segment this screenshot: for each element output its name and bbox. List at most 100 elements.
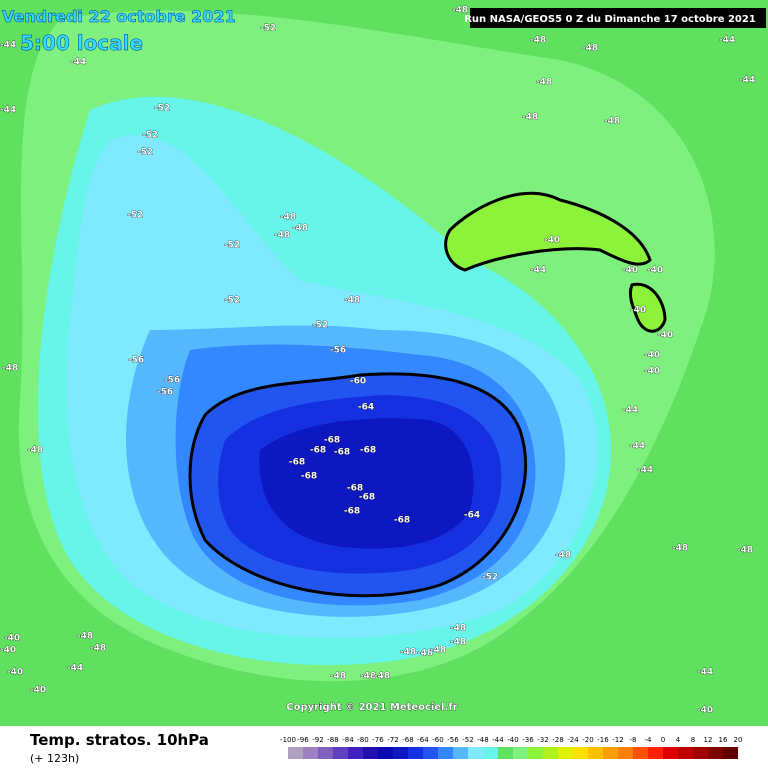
contour-label: -48 xyxy=(522,113,538,123)
colorbar-tick-label: 8 xyxy=(691,736,695,744)
colorbar-tick-label: -88 xyxy=(327,736,338,744)
contour-label: -68 xyxy=(324,436,340,446)
colorbar-cell xyxy=(363,747,378,759)
colorbar-cell xyxy=(618,747,633,759)
valid-time: 5:00 locale xyxy=(20,31,143,55)
colorbar-tick-label: -64 xyxy=(417,736,429,744)
colorbar-cell xyxy=(423,747,438,759)
contour-label: -68 xyxy=(347,484,363,494)
contour-label: -48 xyxy=(90,644,106,654)
contour-label: -56 xyxy=(157,388,173,398)
colorbar-tick-label: -20 xyxy=(582,736,593,744)
contour-label: -40 xyxy=(622,266,638,276)
footer-lead: (+ 123h) xyxy=(30,752,79,765)
contour-label: -68 xyxy=(289,458,305,468)
colorbar-cell xyxy=(678,747,693,759)
contour-label: -64 xyxy=(358,403,374,413)
copyright: Copyright © 2021 Meteociel.fr xyxy=(286,702,457,713)
contour-label: -68 xyxy=(310,446,326,456)
contour-label: -44 xyxy=(530,266,546,276)
contour-label: -68 xyxy=(344,507,360,517)
footer-title: Temp. stratos. 10hPa xyxy=(30,731,209,749)
contour-label: -48 xyxy=(330,672,346,682)
colorbar-tick-label: -100 xyxy=(280,736,296,744)
colorbar-tick-label: -12 xyxy=(612,736,623,744)
contour-label: -68 xyxy=(301,472,317,482)
contour-label: -48 xyxy=(737,546,753,556)
colorbar-cell xyxy=(513,747,528,759)
colorbar-cell xyxy=(408,747,423,759)
colorbar-cell xyxy=(723,747,738,759)
colorbar-tick-label: -4 xyxy=(645,736,653,744)
contour-label: -48 xyxy=(417,649,433,659)
contour-label: -48 xyxy=(400,648,416,658)
contour-label: -40 xyxy=(644,351,660,361)
colorbar-cell xyxy=(318,747,333,759)
contour-label: -68 xyxy=(394,516,410,526)
colorbar-tick-label: -96 xyxy=(297,736,309,744)
contour-label: -48 xyxy=(344,296,360,306)
contour-label: -44 xyxy=(67,664,83,674)
contour-label: -56 xyxy=(128,356,144,366)
colorbar-cell xyxy=(543,747,558,759)
contour-label: -68 xyxy=(334,448,350,458)
contour-label: -64 xyxy=(464,511,480,521)
contour-labels: -48 -52 -44 -44 -44 -52 -52 -52 -52 -52 -52 -52 -56 -… xyxy=(0,5,755,716)
contour-label: -52 xyxy=(137,148,153,158)
contour-label: -48 xyxy=(450,638,466,648)
contour-label: -56 xyxy=(330,346,346,356)
colorbar-cell xyxy=(588,747,603,759)
colorbar-tick-label: 4 xyxy=(676,736,681,744)
contour-label: -44 xyxy=(622,406,638,416)
contour-label: -40 xyxy=(657,331,673,341)
contour-label: -52 xyxy=(154,104,170,114)
contour-label: -52 xyxy=(224,241,240,251)
colorbar-tick-label: -92 xyxy=(312,736,323,744)
contour-label: -40 xyxy=(630,306,646,316)
colorbar-tick-label: -32 xyxy=(537,736,548,744)
colorbar-cell xyxy=(453,747,468,759)
contour-label: -48 xyxy=(530,36,546,46)
contour-label: -44 xyxy=(697,668,713,678)
valid-date: Vendredi 22 octobre 2021 xyxy=(2,7,236,26)
colorbar-tick-label: -80 xyxy=(357,736,368,744)
contour-label: -48 xyxy=(450,624,466,634)
colorbar-tick-label: -68 xyxy=(402,736,413,744)
contour-label: -40 xyxy=(697,706,713,716)
colorbar-cell xyxy=(468,747,483,759)
run-info: Run NASA/GEOS5 0 Z du Dimanche 17 octobr… xyxy=(464,14,756,25)
colorbar-tick-label: -72 xyxy=(387,736,398,744)
contour-label: -48 xyxy=(582,44,598,54)
contour-label: -52 xyxy=(260,24,276,34)
colorbar-cell xyxy=(693,747,708,759)
region-blue-5 xyxy=(259,418,474,549)
contour-label: -60 xyxy=(350,377,366,387)
colorbar-tick-label: 12 xyxy=(704,736,713,744)
colorbar-cell xyxy=(663,747,678,759)
contour-label: -48 xyxy=(292,224,308,234)
contour-label: -40 xyxy=(4,634,20,644)
colorbar-tick-label: -40 xyxy=(507,736,518,744)
contour-label: -40 xyxy=(30,686,46,696)
contour-label: -44 xyxy=(629,442,645,452)
colorbar-cell xyxy=(708,747,723,759)
colorbar-tick-label: -56 xyxy=(447,736,459,744)
contour-label: -52 xyxy=(224,296,240,306)
colorbar-cell xyxy=(348,747,363,759)
contour-label: -56 xyxy=(164,376,180,386)
colorbar-cell xyxy=(498,747,513,759)
contour-label: -52 xyxy=(312,321,328,331)
colorbar-cell xyxy=(438,747,453,759)
colorbar-cell xyxy=(288,747,303,759)
contour-label: -48 xyxy=(536,78,552,88)
colorbar-tick-label: -52 xyxy=(462,736,473,744)
region-warm-2 xyxy=(628,282,667,333)
colorbar-cell xyxy=(393,747,408,759)
colorbar-tick-label: -76 xyxy=(372,736,384,744)
contour-label: -44 xyxy=(739,76,755,86)
contour-label: -48 xyxy=(27,446,43,456)
colorbar-tick-label: -60 xyxy=(432,736,443,744)
colorbar: -100 -96 -92 -88 -84 -80 -76 -72 -68 -64 -60 -56 -52… xyxy=(280,736,742,759)
region-warm xyxy=(444,191,652,272)
